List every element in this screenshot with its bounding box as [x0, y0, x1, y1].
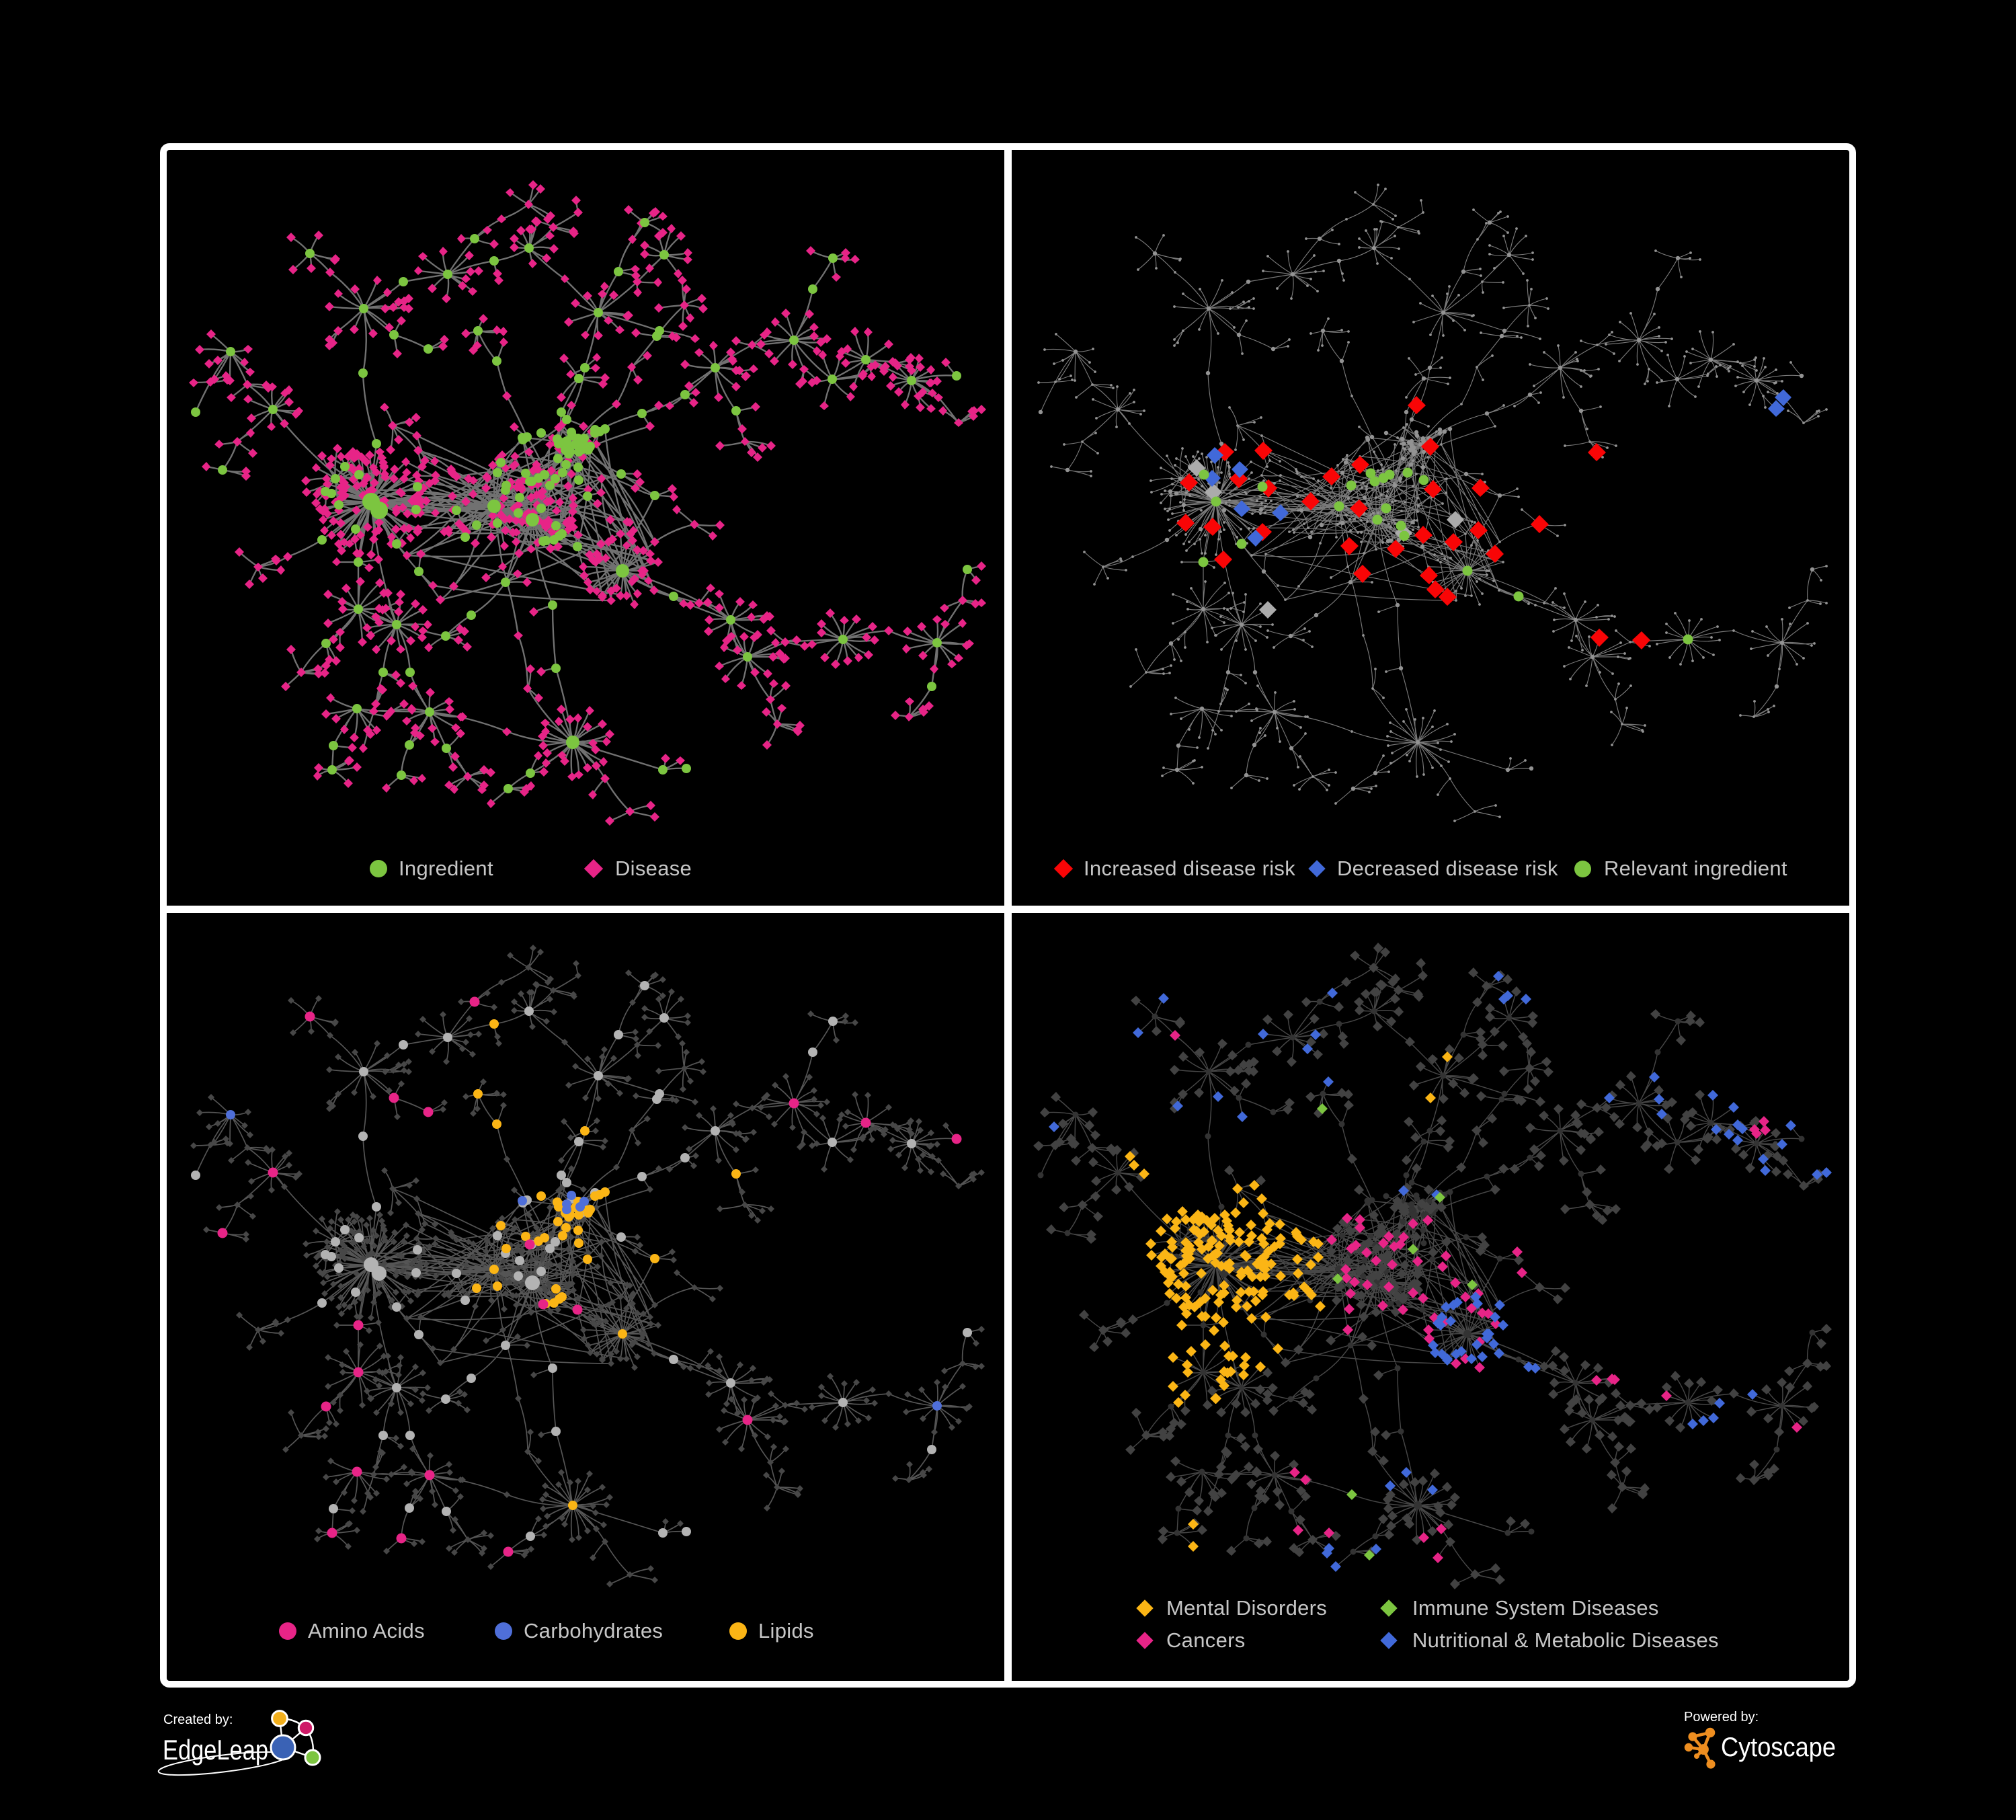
svg-text:Powered by:: Powered by:: [1684, 1710, 1759, 1725]
svg-text:EdgeLeap: EdgeLeap: [163, 1734, 268, 1766]
svg-text:Created by:: Created by:: [163, 1712, 233, 1727]
svg-text:Cytoscape: Cytoscape: [1721, 1733, 1836, 1762]
